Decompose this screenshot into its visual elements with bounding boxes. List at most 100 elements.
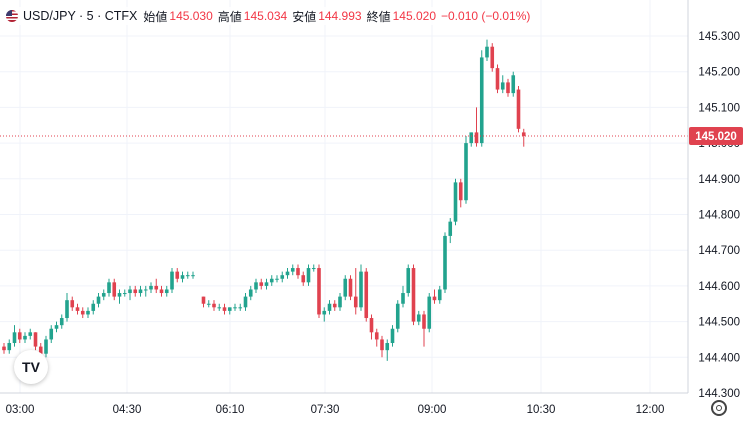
candle — [149, 282, 153, 294]
y-tick-label: 144.900 — [698, 174, 740, 186]
x-tick-label: 06:10 — [216, 404, 245, 416]
candle — [159, 285, 164, 297]
candle — [301, 271, 306, 286]
candle — [191, 271, 195, 279]
candle — [369, 314, 374, 340]
candle — [327, 300, 332, 315]
candle — [322, 307, 327, 322]
y-tick-label: 144.300 — [698, 388, 740, 400]
candle — [80, 307, 85, 319]
candle — [2, 343, 6, 354]
candle — [296, 264, 300, 279]
candle — [107, 278, 111, 297]
candle — [128, 285, 132, 301]
x-tick-label: 04:30 — [113, 404, 142, 416]
candle — [259, 278, 264, 290]
candle — [75, 303, 80, 315]
candle — [70, 296, 75, 311]
candle — [112, 278, 117, 301]
current-price-tag: 145.020 — [689, 126, 743, 145]
candle — [406, 264, 411, 297]
candle — [374, 328, 379, 347]
candle — [122, 289, 127, 297]
change-value: −0.010 (−0.01%) — [441, 9, 531, 23]
candle — [427, 293, 432, 333]
candle — [306, 264, 311, 286]
candle — [490, 43, 495, 72]
candle — [101, 289, 106, 301]
candle — [479, 50, 484, 147]
candle — [432, 289, 437, 304]
candle — [395, 300, 400, 333]
candle — [521, 128, 526, 147]
candle — [385, 339, 390, 361]
candle — [243, 293, 248, 311]
us-flag-icon — [6, 10, 18, 22]
candle — [227, 307, 232, 315]
candle — [275, 275, 279, 283]
candle — [280, 271, 285, 283]
candle — [359, 264, 363, 311]
candle — [91, 300, 96, 315]
candle — [500, 75, 505, 94]
candle — [201, 296, 206, 308]
gear-icon[interactable] — [711, 400, 727, 416]
candle — [59, 314, 64, 329]
candle — [86, 307, 90, 319]
candle — [222, 303, 227, 315]
candle — [401, 285, 405, 308]
close-label: 終値 — [366, 9, 391, 24]
current-price-label: 145.020 — [695, 131, 737, 143]
candle — [516, 85, 521, 133]
candle — [411, 264, 416, 326]
candle — [380, 335, 384, 358]
y-tick-label: 145.100 — [698, 102, 740, 114]
candle — [353, 268, 358, 315]
candle — [317, 264, 321, 319]
candle — [348, 275, 353, 301]
candle — [44, 335, 48, 358]
symbol-legend: USD/JPY · 5 · CTFX 始値 145.030 高値 145.034… — [6, 7, 536, 25]
candle — [264, 278, 269, 290]
candle — [464, 135, 468, 204]
y-tick-label: 145.300 — [698, 31, 740, 43]
y-tick-label: 145.200 — [698, 67, 740, 79]
candle — [416, 310, 421, 326]
candle — [54, 321, 59, 333]
candle — [138, 285, 143, 297]
open-label: 始値 — [143, 9, 168, 24]
candle — [23, 332, 27, 344]
candle — [206, 300, 211, 308]
candle — [33, 332, 38, 351]
low-value: 144.993 — [318, 9, 362, 23]
candle — [180, 271, 185, 283]
x-tick-label: 12:00 — [636, 404, 665, 416]
candle — [233, 303, 237, 311]
candle — [212, 300, 216, 311]
candle — [238, 303, 243, 311]
candle — [485, 39, 489, 61]
candle — [7, 339, 12, 354]
candle — [164, 285, 169, 297]
candle — [311, 264, 316, 272]
x-tick-label: 07:30 — [311, 404, 340, 416]
candle — [437, 285, 442, 304]
y-tick-label: 144.800 — [698, 210, 740, 222]
candle — [28, 328, 33, 340]
candle — [17, 328, 22, 344]
candle — [12, 325, 17, 347]
tradingview-logo[interactable]: TV — [14, 350, 48, 384]
candle — [338, 293, 342, 311]
candle — [448, 218, 453, 244]
candle — [65, 293, 69, 322]
candle — [175, 268, 180, 283]
candle — [217, 303, 222, 311]
y-tick-label: 144.500 — [698, 317, 740, 329]
y-tick-label: 144.700 — [698, 245, 740, 257]
candle — [474, 107, 479, 147]
candle — [269, 275, 274, 286]
symbol-title[interactable]: USD/JPY · 5 · CTFX — [23, 9, 138, 23]
candle — [143, 285, 148, 297]
